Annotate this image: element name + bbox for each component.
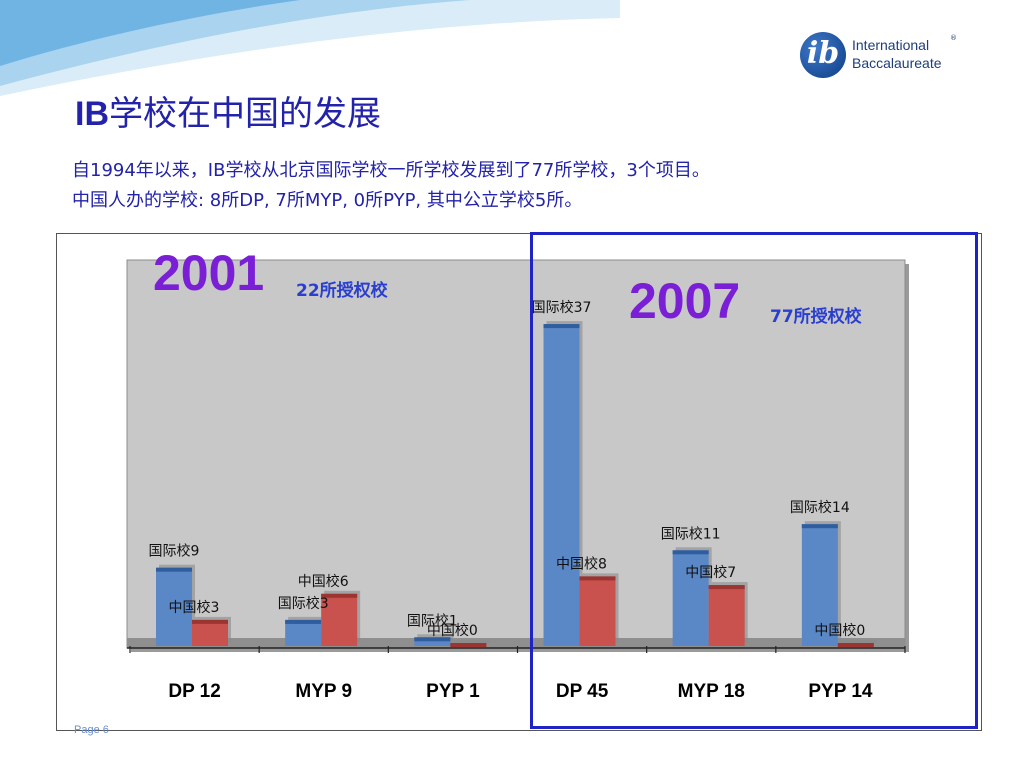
data-label-chinese: 中国校6 [298,573,349,590]
bar-international [285,619,322,646]
x-category-label: DP 12 [168,681,220,702]
authorized-count-2001: 22所授权校 [296,281,388,301]
bar-cap [708,585,745,590]
bar-cap [414,637,451,642]
x-category-label: MYP 18 [678,681,745,702]
chart-frame [56,233,982,731]
subtitle-line-2: 中国人办的学校: 8所DP, 7所MYP, 0所PYP, 其中公立学校5所。 [72,190,583,211]
plot-floor [127,638,905,648]
x-category-label: PYP 1 [426,681,480,702]
year-label-2007: 2007 [629,273,741,329]
bar-cap [837,643,874,647]
ib-logo-mark: ib [800,32,846,78]
data-label-chinese: 中国校3 [169,599,220,616]
x-axis-ticks [129,646,906,653]
bar-cap [192,619,228,624]
data-label-chinese: 中国校0 [814,622,865,639]
data-label-chinese: 中国校0 [427,622,478,639]
bar-chinese [192,619,228,646]
x-category-label: PYP 14 [808,681,873,702]
highlight-box-2007 [530,232,978,729]
data-label-international: 国际校9 [149,543,200,560]
subtitle-line-1: 自1994年以来，IB学校从北京国际学校一所学校发展到了77所学校，3个项目。 [72,160,710,181]
x-category-label: DP 45 [556,681,609,702]
authorized-count-2007: 77所授权校 [770,307,862,327]
year-label-2001: 2001 [153,245,265,301]
logo-line-baccalaureate: Baccalaureate [852,55,942,71]
data-label-international: 国际校14 [790,499,850,516]
bar-chinese [708,585,745,646]
plot-area [126,259,906,649]
logo-registered-mark: ® [950,34,957,42]
bar-cap [579,576,616,581]
ib-logo-wordmark: International Baccalaureate [852,36,942,72]
bar-shadow [453,640,490,643]
bar-cap [321,593,358,598]
bar-series [156,321,877,647]
x-category-label: MYP 9 [295,681,352,702]
bar-international [156,567,192,646]
logo-line-international: International [852,37,930,53]
data-label-international: 国际校11 [661,525,721,542]
bar-cap [672,550,709,555]
bar-international [543,324,580,646]
page-title-latin: IB [75,95,109,133]
data-label-international: 国际校1 [407,612,458,629]
data-label-chinese: 中国校8 [556,555,607,572]
bar-cap [285,619,322,624]
data-label-chinese: 中国校7 [685,564,736,581]
bar-chinese [321,593,358,646]
page-title: IB学校在中国的发展 [75,86,381,135]
bar-cap [450,643,487,647]
x-axis-category-labels: DP 12 MYP 9 PYP 1 DP 45 MYP 18 PYP 14 [168,681,873,702]
bar-cap [543,324,580,329]
bar-cap [801,524,838,529]
bar-cap [156,567,192,572]
page-number: Page 6 [74,724,109,736]
bar-international [801,524,838,646]
header-swoosh [0,0,620,96]
bar-shadow [840,640,877,643]
page-title-rest: 学校在中国的发展 [109,94,381,134]
bar-international [672,550,709,646]
ib-logo: ib International Baccalaureate ® [800,30,970,82]
data-label-international: 国际校37 [532,299,592,316]
data-label-international: 国际校3 [278,595,329,612]
bar-international [414,637,451,646]
bar-chinese [579,576,616,646]
